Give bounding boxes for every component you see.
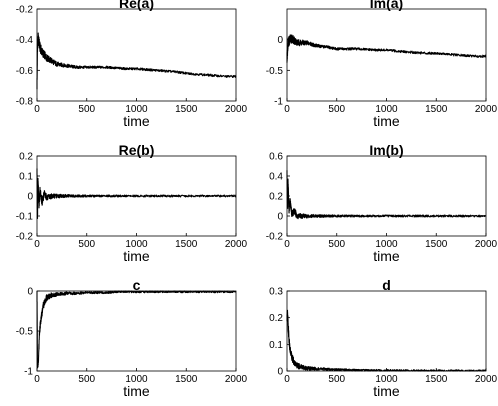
x-tick-label: 0 <box>284 239 290 250</box>
x-tick-label: 0 <box>284 374 290 385</box>
x-tick-label: 1500 <box>425 239 448 250</box>
subplot-1: 0 500 1000 1500 2000 -0.8 -0.6 -0.4 -0.2 Re(a) tim… <box>16 0 248 129</box>
x-axis-label: time <box>373 113 400 129</box>
series-line <box>36 168 237 220</box>
y-tick-label: 0 <box>277 35 283 46</box>
subplot-title: d <box>382 277 391 293</box>
subplot-4: 0 500 1000 1500 2000-0.200.20.40.6 Im(b)time <box>266 142 498 264</box>
axes-frame <box>36 290 237 372</box>
y-tick-label: 0.6 <box>269 152 283 163</box>
subplot-6: 0 500 1000 1500 2000 0 0.1 0.2 0.3 d time <box>269 277 497 399</box>
series-line <box>286 34 487 63</box>
x-tick-label: 2000 <box>225 239 248 250</box>
x-tick-label: 2000 <box>475 374 498 385</box>
x-tick-label: 1500 <box>425 104 448 115</box>
y-tick-label: 0.3 <box>269 287 283 298</box>
series-line <box>286 169 487 220</box>
subplot-3: 0 500 1000 1500 2000 -0.2 -0.1 0 0.1 0.2 Re(b) time <box>16 142 248 264</box>
x-axis-label: time <box>123 248 150 264</box>
y-tick-label: 0.4 <box>269 172 283 183</box>
x-tick-label: 1000 <box>375 104 398 115</box>
x-axis-label: time <box>123 383 150 399</box>
x-tick-label: 1500 <box>175 374 198 385</box>
y-tick-label: -0.6 <box>16 66 34 77</box>
x-tick-label: 0 <box>34 239 40 250</box>
x-tick-label: 500 <box>78 104 95 115</box>
y-tick-label: -0.8 <box>16 97 34 108</box>
axes-frame <box>36 8 237 102</box>
x-tick-label: 2000 <box>475 104 498 115</box>
axes-frame <box>286 290 487 372</box>
y-tick-label: 0 <box>27 192 33 203</box>
subplot-title: Re(a) <box>119 0 154 11</box>
x-tick-label: 2000 <box>225 104 248 115</box>
y-tick-label: 0.1 <box>269 340 283 351</box>
x-tick-label: 500 <box>328 374 345 385</box>
y-tick-label: 0.2 <box>269 192 283 203</box>
x-tick-label: 1500 <box>425 374 448 385</box>
x-axis-label: time <box>373 383 400 399</box>
x-tick-label: 1000 <box>375 374 398 385</box>
x-tick-label: 500 <box>78 239 95 250</box>
x-tick-label: 1500 <box>175 239 198 250</box>
subplot-title: Im(b) <box>369 142 403 158</box>
axes-frame <box>286 155 487 237</box>
x-tick-label: 1500 <box>175 104 198 115</box>
y-tick-label: 0.1 <box>19 172 33 183</box>
series-line <box>36 32 237 90</box>
series-line <box>36 290 237 369</box>
y-tick-label: 0.2 <box>269 313 283 324</box>
series-line <box>286 309 487 372</box>
y-tick-label: -0.2 <box>16 5 34 16</box>
x-tick-label: 2000 <box>225 374 248 385</box>
x-tick-label: 500 <box>78 374 95 385</box>
subplot-5: 0 500 1000 1500 2000 -1 -0.5 0 c time <box>16 277 248 399</box>
x-tick-label: 0 <box>34 104 40 115</box>
subplot-title: Im(a) <box>370 0 403 11</box>
subplot-title: c <box>133 277 141 293</box>
y-tick-label: -0.4 <box>16 35 34 46</box>
x-tick-label: 1000 <box>375 239 398 250</box>
x-tick-label: 0 <box>34 374 40 385</box>
x-tick-label: 500 <box>328 104 345 115</box>
x-tick-label: 0 <box>284 104 290 115</box>
x-tick-label: 2000 <box>475 239 498 250</box>
x-axis-label: time <box>123 113 150 129</box>
y-tick-label: -0.2 <box>266 232 284 243</box>
y-tick-label: 0 <box>277 367 283 378</box>
y-tick-label: -1 <box>24 367 33 378</box>
subplot-title: Re(b) <box>119 142 155 158</box>
y-tick-label: -0.5 <box>266 66 284 77</box>
y-tick-label: 0 <box>277 212 283 223</box>
x-tick-label: 500 <box>328 239 345 250</box>
subplot-2: 0 500 1000 1500 2000 -1 -0.5 0 Im(a) time <box>266 0 498 129</box>
x-tick-label: 1000 <box>125 374 148 385</box>
x-axis-label: time <box>373 248 400 264</box>
y-tick-label: -0.5 <box>16 327 34 338</box>
y-tick-label: -1 <box>274 97 283 108</box>
y-tick-label: 0.2 <box>19 152 33 163</box>
x-tick-label: 1000 <box>125 239 148 250</box>
y-tick-label: -0.1 <box>16 212 34 223</box>
x-tick-label: 1000 <box>125 104 148 115</box>
y-tick-label: 0 <box>27 287 33 298</box>
y-tick-label: -0.2 <box>16 232 34 243</box>
